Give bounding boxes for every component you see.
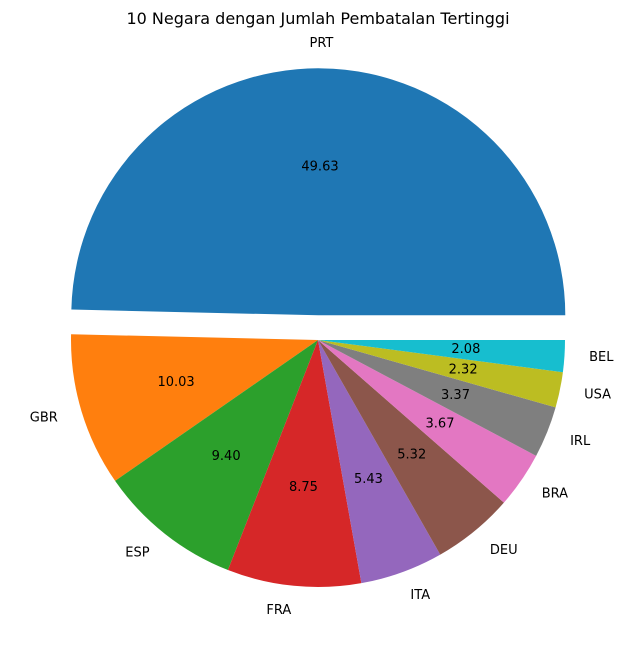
category-label-gbr: GBR [30,411,58,426]
pie-labels: PRT 49.63 GBR 10.03 ESP 9.40 FRA 8.75 ITA 5.43 DEU… [30,36,614,618]
value-label-fra: 8.75 [289,480,318,495]
pie-slice-fra [227,340,362,588]
value-label-ita: 5.43 [354,472,383,487]
category-label-esp: ESP [125,546,149,561]
pie-slice-irl [318,340,556,456]
pie-slice-ita [318,340,441,584]
category-label-deu: DEU [490,543,518,558]
pie-slice-prt [71,68,566,316]
value-label-usa: 2.32 [449,362,478,377]
chart-title: 10 Negara dengan Jumlah Pembatalan Terti… [126,9,509,28]
category-label-fra: FRA [266,603,291,618]
category-label-bel: BEL [589,350,614,365]
value-label-irl: 3.37 [441,388,470,403]
pie-slice-usa [318,340,563,408]
pie-slice-gbr [71,334,318,481]
category-label-ita: ITA [410,588,430,603]
category-label-bra: BRA [542,487,568,502]
value-label-prt: 49.63 [301,160,338,175]
category-label-usa: USA [584,387,611,402]
category-label-irl: IRL [570,434,591,449]
pie-slice-bra [318,340,537,503]
value-label-deu: 5.32 [397,447,426,462]
pie-slice-esp [115,340,318,570]
category-label-prt: PRT [310,36,334,51]
pie-slices [71,68,566,588]
value-label-bra: 3.67 [426,417,455,432]
value-label-esp: 9.40 [212,449,241,464]
value-label-bel: 2.08 [451,342,480,357]
pie-slice-bel [318,340,565,373]
pie-slice-deu [318,340,504,555]
value-label-gbr: 10.03 [157,375,194,390]
